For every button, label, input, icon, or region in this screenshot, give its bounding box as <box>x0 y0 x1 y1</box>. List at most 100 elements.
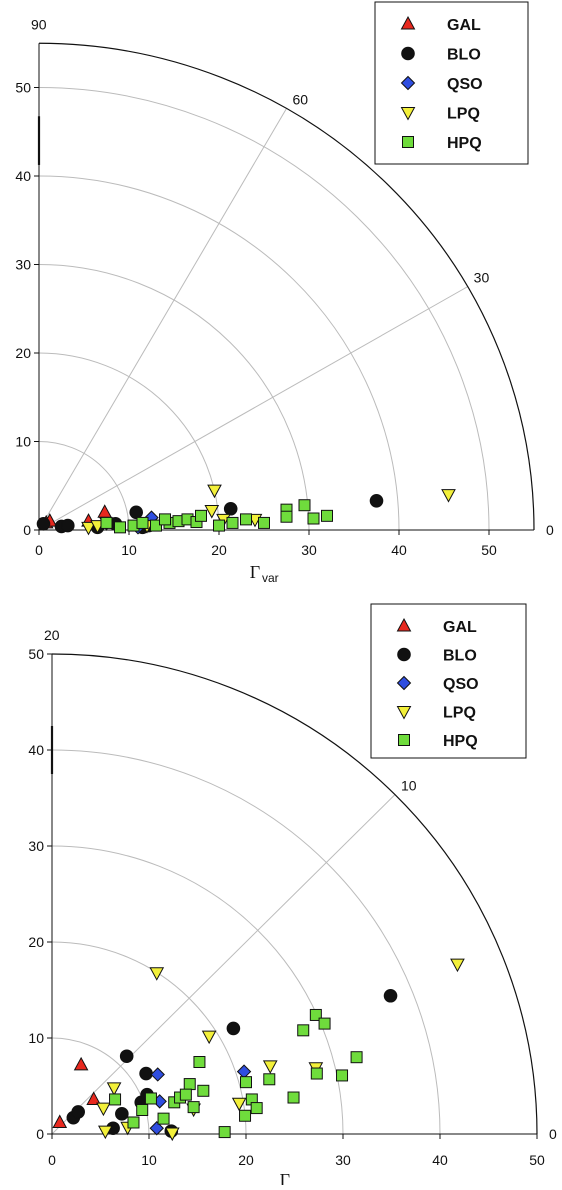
angle-label: 60 <box>293 91 309 107</box>
data-point-hpq <box>136 516 149 529</box>
y-tick-label: 50 <box>15 80 31 96</box>
grid-arc <box>38 175 400 531</box>
data-point-blo <box>119 1049 134 1064</box>
y-tick-label: 30 <box>28 838 44 854</box>
grid-arc <box>38 352 220 531</box>
angle-label: 0 <box>546 522 554 538</box>
data-point-hpq <box>336 1069 349 1082</box>
y-tick-label: 20 <box>28 934 44 950</box>
outer-arc <box>38 42 535 531</box>
legend-label: HPQ <box>447 135 482 152</box>
data-point-gal <box>97 504 113 518</box>
angle-label: 90 <box>31 16 47 32</box>
grid-arc <box>38 441 130 531</box>
data-point-hpq <box>287 1091 300 1104</box>
data-point-hpq <box>183 1078 196 1091</box>
legend-box <box>374 1 529 165</box>
data-point-hpq <box>240 513 252 526</box>
data-point-qso <box>150 1067 165 1082</box>
y-tick-label: 0 <box>36 1126 44 1142</box>
data-point-lpq <box>262 1060 278 1074</box>
data-point-blo <box>139 1066 153 1081</box>
x-axis-label: Γ <box>280 1170 290 1185</box>
legend-label: HPQ <box>443 733 478 750</box>
legend-label: GAL <box>447 17 481 34</box>
legend-label: BLO <box>447 47 481 64</box>
bottom-polar-plot: 0 10 20 30 40 500102030405020100ΓGALBLOQSOLPQ… <box>28 603 557 1190</box>
y-tick-label: 0 <box>23 522 31 538</box>
data-point-hpq <box>195 509 207 522</box>
data-point-hpq <box>127 1116 140 1129</box>
radial-line <box>51 794 396 1135</box>
angle-label: 20 <box>44 627 60 643</box>
x-tick-label: 50 <box>481 542 497 558</box>
radial-line <box>38 286 468 531</box>
legend-marker-lpq <box>396 706 412 720</box>
data-point-hpq <box>100 516 113 529</box>
data-point-lpq <box>96 1102 111 1117</box>
data-point-hpq <box>187 1101 200 1114</box>
legend-label: BLO <box>443 648 477 665</box>
legend-label: QSO <box>443 676 479 693</box>
data-point-lpq <box>98 1125 113 1140</box>
legend-label: QSO <box>447 76 483 93</box>
data-point-hpq <box>258 516 270 529</box>
x-tick-label: 20 <box>211 542 227 558</box>
x-tick-label: 40 <box>432 1152 448 1168</box>
data-point-lpq <box>201 1030 217 1045</box>
data-point-hpq <box>197 1084 210 1097</box>
legend-box <box>370 603 527 759</box>
grid-arc <box>38 87 490 531</box>
x-tick-label: 30 <box>301 542 317 558</box>
legend-label: GAL <box>443 619 477 636</box>
outer-arc <box>51 653 538 1135</box>
data-point-hpq <box>218 1126 231 1139</box>
legend: GAL BLO QSO LPQ HPQ <box>374 1 529 165</box>
data-point-hpq <box>179 1088 192 1101</box>
data-point-hpq <box>350 1051 363 1064</box>
legend-marker-lpq <box>400 107 416 121</box>
x-tick-label: 30 <box>335 1152 351 1168</box>
data-point-blo <box>115 1107 129 1121</box>
angle-label: 10 <box>401 778 417 794</box>
data-point-lpq <box>149 967 165 981</box>
data-point-lpq <box>164 1127 180 1142</box>
x-tick-label: 0 <box>48 1152 56 1168</box>
y-tick-label: 20 <box>15 345 31 361</box>
data-point-hpq <box>114 521 126 534</box>
y-tick-label: 10 <box>28 1030 44 1046</box>
legend-marker-gal <box>396 617 412 632</box>
data-point-gal <box>73 1056 89 1071</box>
data-point-hpq <box>263 1073 276 1086</box>
data-point-lpq <box>106 1082 122 1096</box>
x-tick-label: 20 <box>238 1152 254 1168</box>
y-tick-label: 30 <box>15 257 31 273</box>
data-point-hpq <box>307 512 320 525</box>
angle-label: 0 <box>549 1126 557 1142</box>
legend-label: LPQ <box>447 106 480 123</box>
legend-marker-blo <box>397 647 411 662</box>
data-point-blo <box>61 518 75 533</box>
x-tick-label: 50 <box>529 1152 545 1168</box>
top-polar-plot: 0 10 20 30 40 50 0 10 20 30 40 50 90 60 30 0 Γ var GAL BLO Q… <box>15 1 554 585</box>
data-point-hpq <box>213 519 225 532</box>
data-point-blo <box>36 517 51 531</box>
data-point-hpq <box>321 509 333 522</box>
data-point-hpq <box>136 1104 149 1116</box>
data-point-hpq <box>280 510 293 523</box>
data-point-blo <box>369 493 384 508</box>
data-point-hpq <box>239 1109 252 1122</box>
data-point-hpq <box>159 513 171 526</box>
x-axis-label-subscript: var <box>262 571 279 585</box>
data-point-lpq <box>231 1097 247 1112</box>
data-point-blo <box>383 988 398 1003</box>
data-point-gal <box>86 1091 102 1105</box>
data-point-qso <box>149 1121 164 1136</box>
angle-label: 30 <box>474 270 490 286</box>
x-tick-label: 40 <box>391 542 407 558</box>
legend-marker-qso <box>396 675 412 691</box>
legend-marker-hpq <box>402 136 414 148</box>
data-point-lpq <box>81 521 96 536</box>
